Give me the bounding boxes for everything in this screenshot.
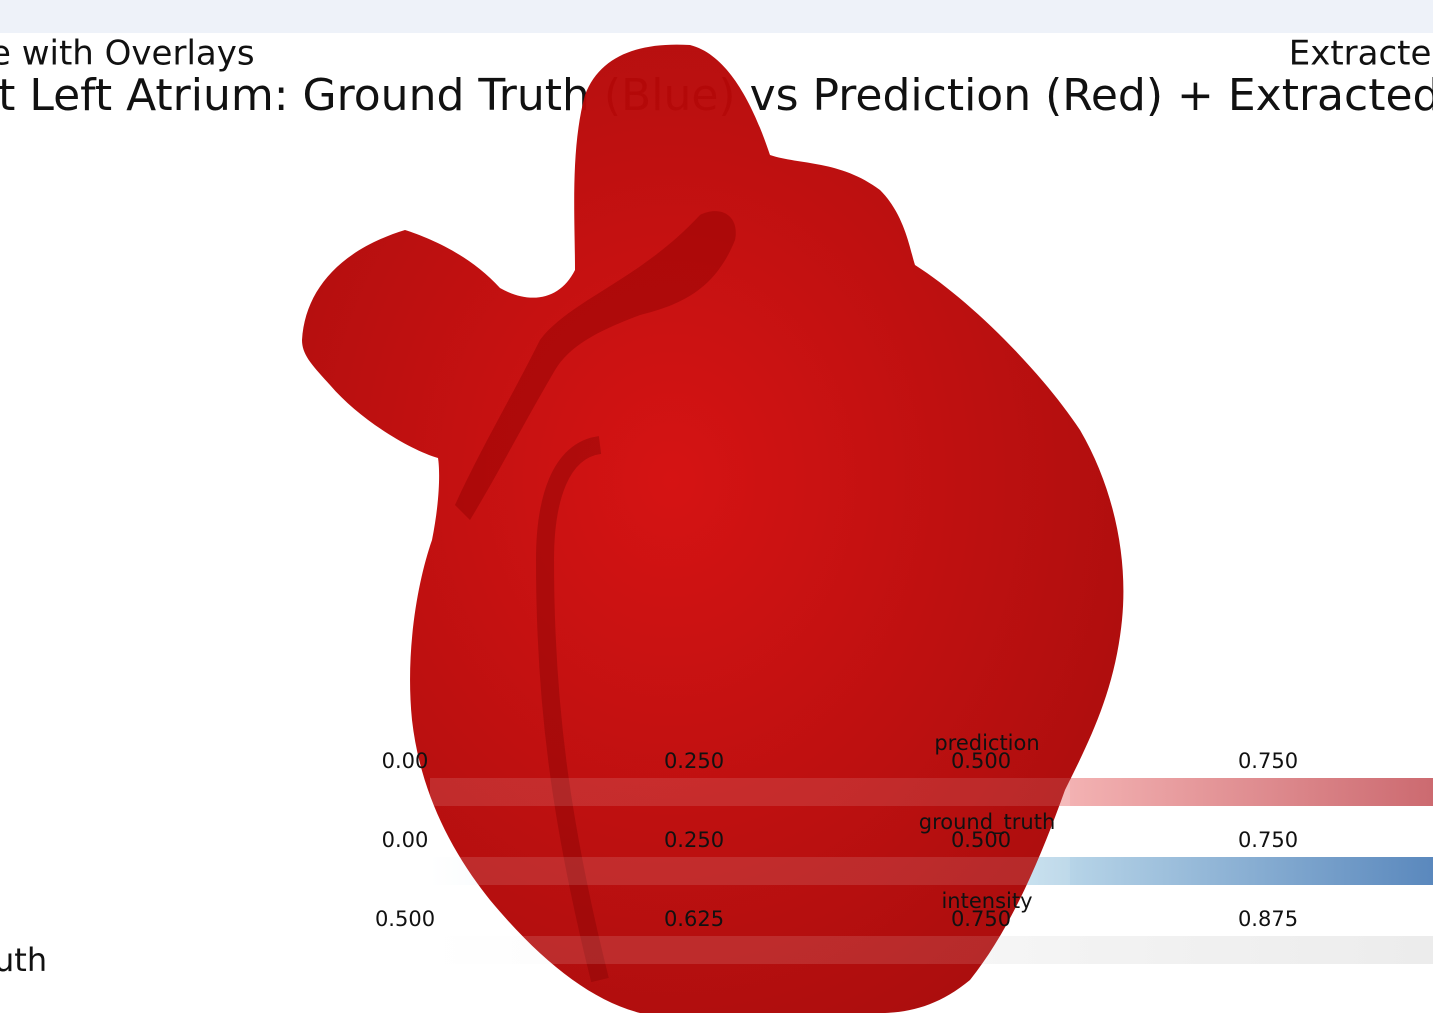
subtitle-left: e with Overlays: [0, 34, 255, 74]
colorbar-title: ground_truth: [919, 810, 1056, 835]
legend-label: uth: [0, 941, 47, 979]
colorbar-tick-label: 0.500: [951, 828, 1011, 852]
colorbar-tick-label: 0.750: [1238, 749, 1298, 773]
colorbar-tick-label: 0.250: [664, 749, 724, 773]
colorbar-overlay: [430, 936, 1070, 964]
vessel-fold: [535, 436, 609, 983]
colorbar-tick-label: 0.00: [382, 749, 429, 773]
subtitle-right: Extracted: [1289, 34, 1433, 74]
colorbar-tick-label: 0.250: [664, 828, 724, 852]
toolbar: [0, 0, 1433, 33]
vessel: [455, 211, 736, 520]
colorbar-title: intensity: [941, 889, 1032, 913]
colorbar-overlay: [430, 857, 1070, 885]
colorbar-tick-label: 0.875: [1238, 907, 1298, 931]
colorbar-overlay: [430, 778, 1070, 806]
colorbar-tick-label: 0.750: [951, 907, 1011, 931]
colorbar-tick-label: 0.00: [382, 828, 429, 852]
colorbar-tick-label: 0.500: [375, 907, 435, 931]
colorbar-tick-label: 0.500: [951, 749, 1011, 773]
colorbar-tick-label: 0.625: [664, 907, 724, 931]
heart-mesh: [302, 44, 1124, 1013]
colorbar-tick-label: 0.750: [1238, 828, 1298, 852]
colorbar-title: prediction: [934, 731, 1039, 755]
